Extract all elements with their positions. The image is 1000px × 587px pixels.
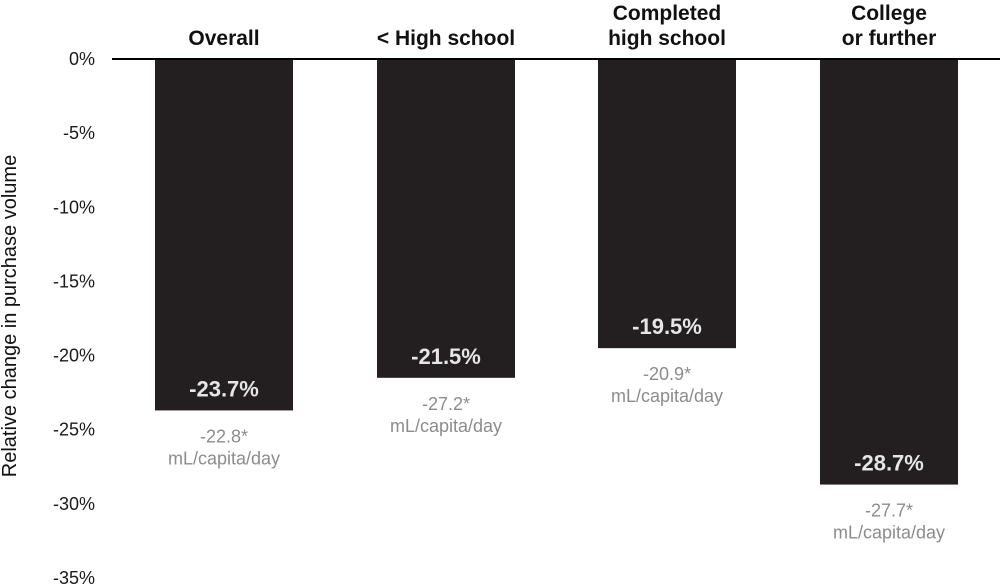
- absolute-change-label: mL/capita/day: [168, 448, 280, 468]
- y-tick-label: -5%: [63, 123, 95, 143]
- category-label: high school: [608, 27, 726, 50]
- absolute-change-label: mL/capita/day: [390, 416, 502, 436]
- y-tick-label: -10%: [53, 197, 95, 217]
- absolute-change-label: -27.2*: [422, 394, 470, 414]
- category-label: Completed: [613, 2, 722, 25]
- bar: [155, 59, 293, 411]
- absolute-change-labels: -22.8*mL/capita/day-27.2*mL/capita/day-2…: [168, 364, 945, 542]
- category-label: College: [851, 2, 927, 25]
- y-axis-label: Relative change in purchase volume: [0, 155, 21, 477]
- bar-value-label: -19.5%: [632, 314, 702, 339]
- category-label: Overall: [188, 27, 259, 50]
- bar-value-label: -28.7%: [854, 451, 924, 476]
- y-tick-label: 0%: [69, 49, 95, 69]
- absolute-change-label: mL/capita/day: [833, 523, 945, 543]
- bar: [820, 59, 958, 485]
- value-labels: -23.7% -21.5% -19.5% -28.7%: [189, 314, 924, 475]
- y-tick-label: -30%: [53, 494, 95, 514]
- bar: [377, 59, 515, 378]
- y-axis-ticks: 0% -5% -10% -15% -20% -25% -30% -35%: [53, 49, 95, 587]
- y-tick-label: -25%: [53, 420, 95, 440]
- absolute-change-label: mL/capita/day: [611, 386, 723, 406]
- category-label: < High school: [377, 27, 515, 50]
- bars: [155, 59, 958, 485]
- y-tick-label: -15%: [53, 271, 95, 291]
- bar: [598, 59, 736, 349]
- bar-value-label: -23.7%: [189, 376, 259, 401]
- y-tick-label: -20%: [53, 346, 95, 366]
- absolute-change-label: -27.7*: [865, 501, 913, 521]
- bar-value-label: -21.5%: [411, 344, 481, 369]
- absolute-change-label: -22.8*: [200, 426, 248, 446]
- category-label: or further: [842, 27, 937, 50]
- absolute-change-label: -20.9*: [643, 364, 691, 384]
- y-tick-label: -35%: [53, 568, 95, 587]
